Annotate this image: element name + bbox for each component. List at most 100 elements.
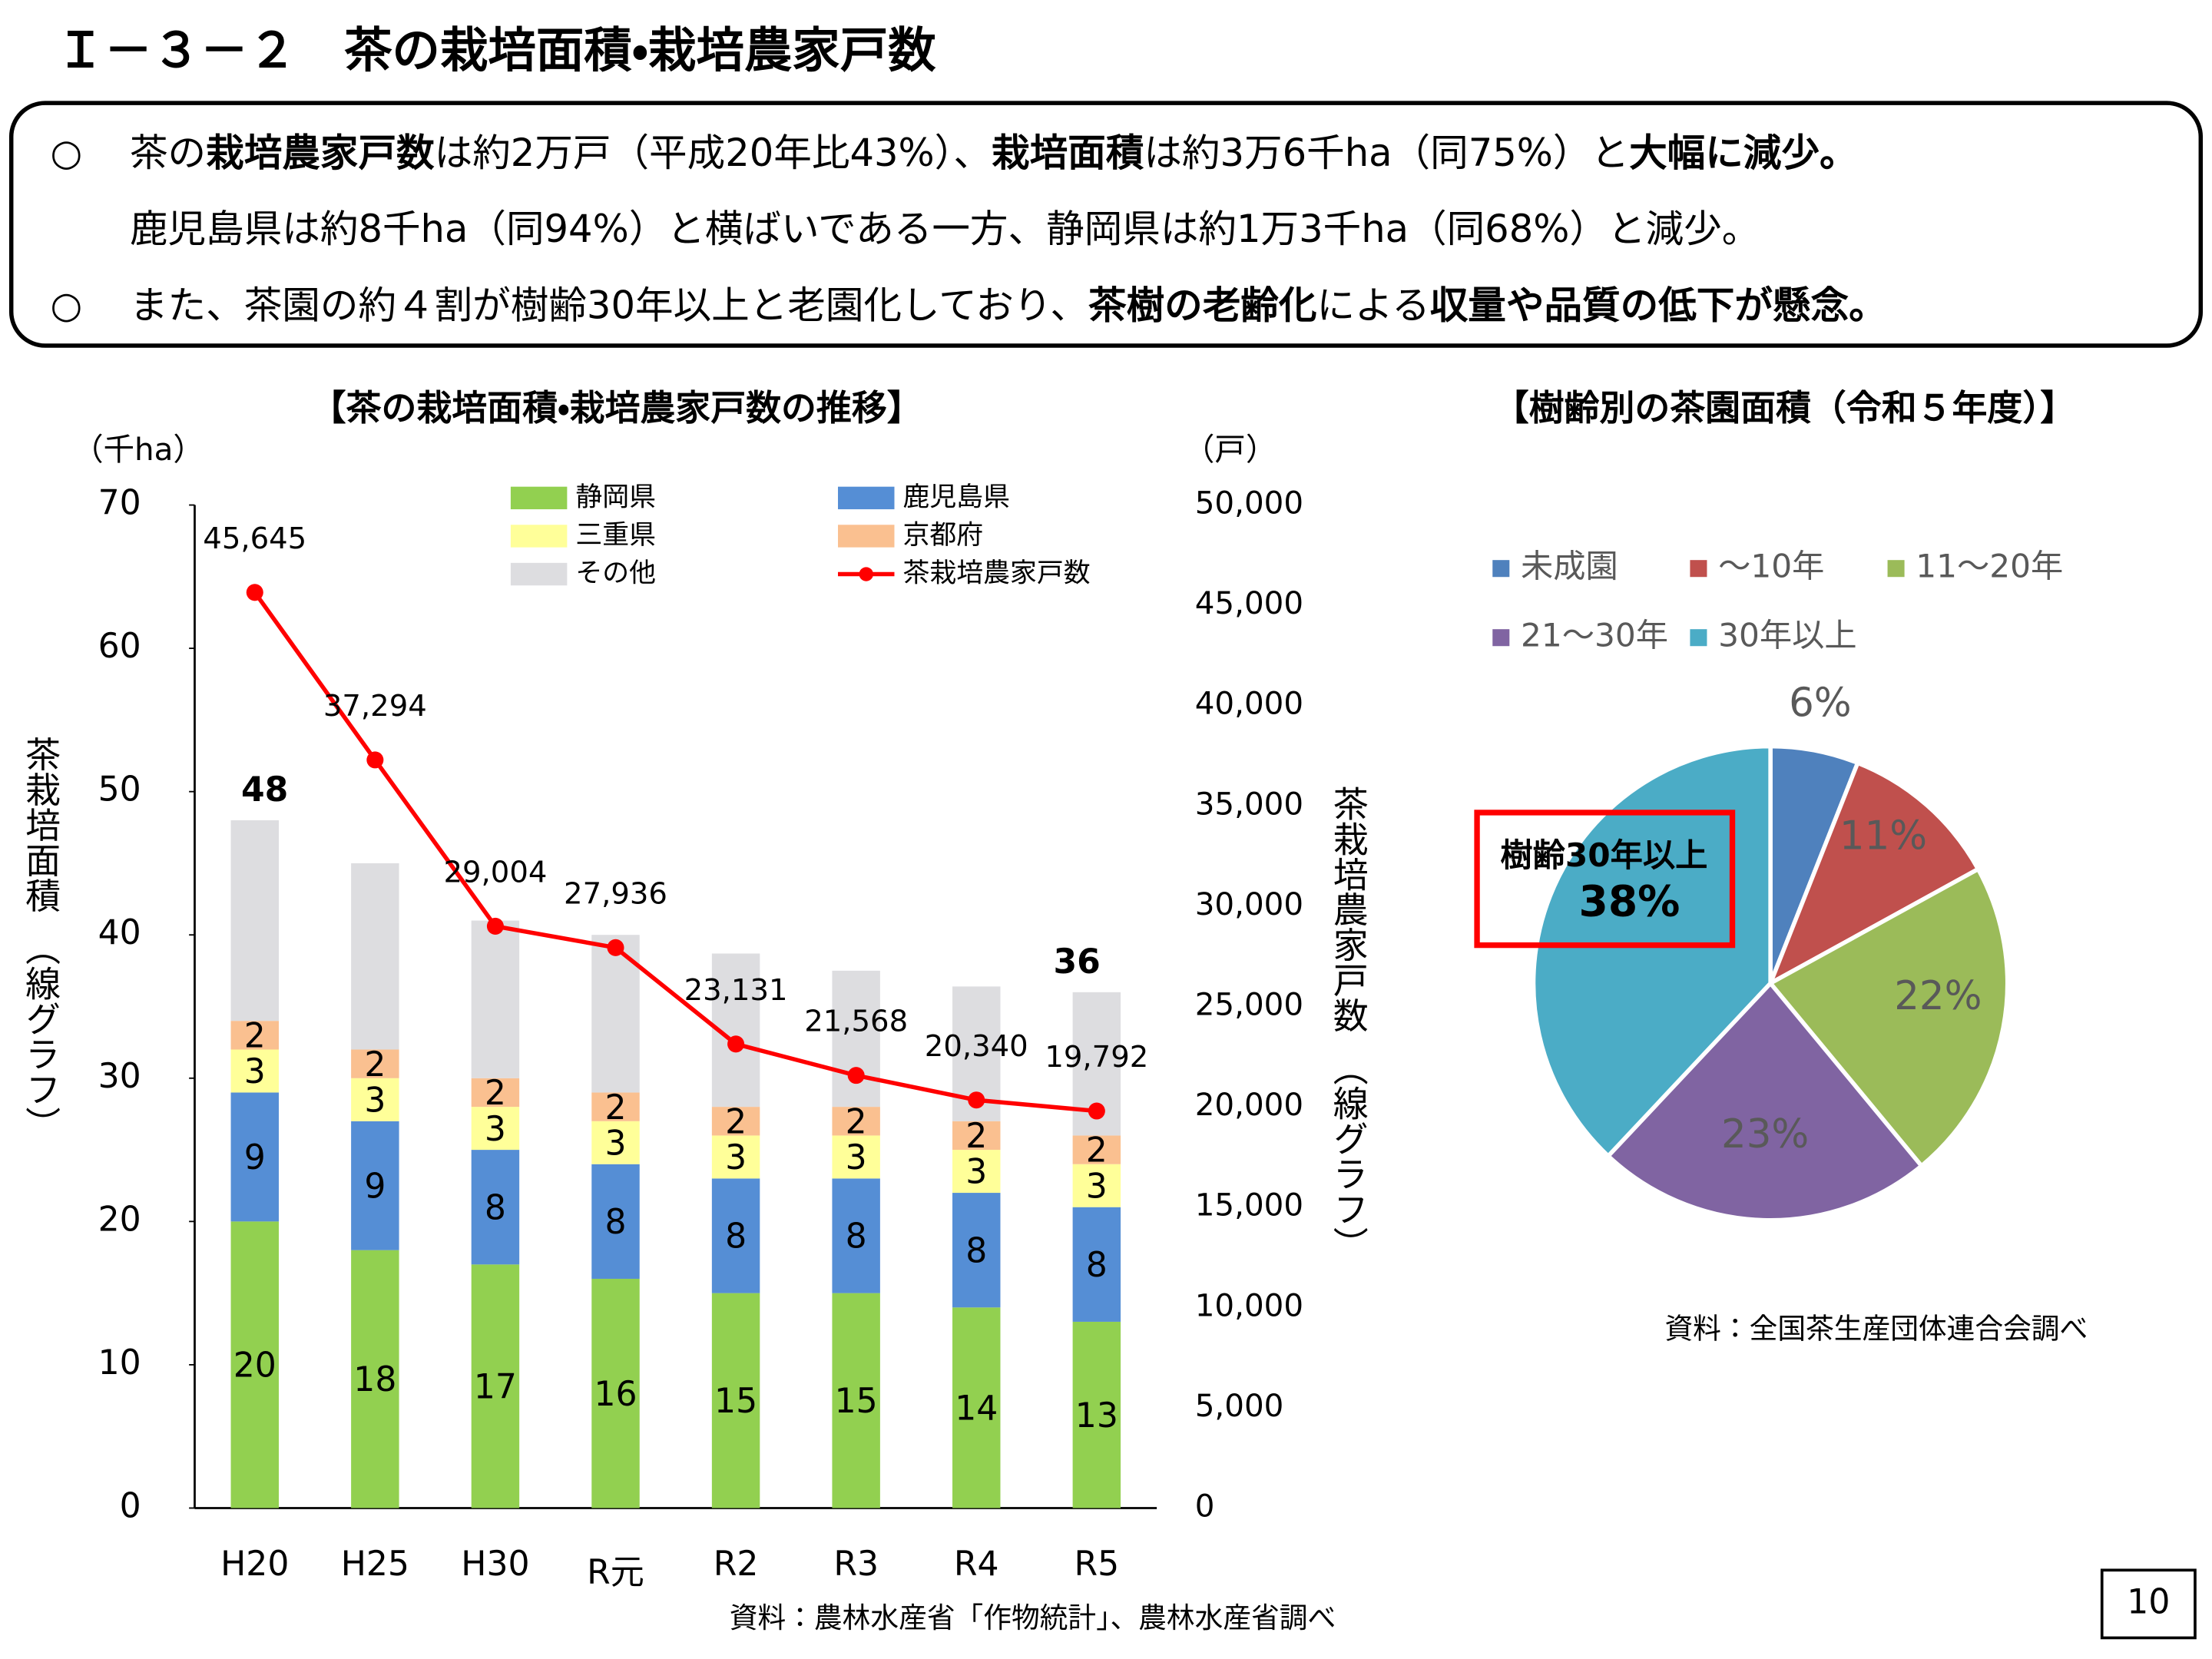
legend-marker [859, 567, 873, 581]
bar-segment [230, 1021, 279, 1050]
text: による [1316, 283, 1429, 327]
x-tick-label: H25 [341, 1545, 409, 1584]
value-label: 2 [846, 1102, 867, 1141]
legend-swatch [1492, 629, 1510, 647]
y-tick-label: 50 [98, 770, 141, 810]
legend-label: その他 [575, 558, 656, 589]
y2-tick-label: 15,000 [1195, 1187, 1303, 1224]
source-note: 資料：全国茶生産団体連合会調べ [1664, 1313, 2088, 1346]
value-label: 37,294 [323, 689, 427, 724]
value-label: 9 [244, 1138, 266, 1177]
bar-segment [471, 1264, 520, 1508]
value-label: 16 [594, 1375, 637, 1414]
callout-box [1474, 810, 1736, 949]
text: 鹿児島県は約8千ha（同94%）と横ばいである一方、静岡県は約1万3千ha（同6… [130, 207, 1760, 251]
legend-swatch [838, 486, 895, 510]
chart-title: 【茶の栽培面積・栽培農家戸数の推移】 [311, 387, 922, 429]
x-tick-label: H20 [220, 1545, 289, 1584]
value-label: 27,936 [564, 876, 667, 911]
text: は約2万戸（平成20年比43%）、 [435, 131, 992, 175]
bar-segment [230, 1221, 279, 1508]
y2-axis-label: 茶栽培農家戸数 （線グラフ） [1328, 786, 1369, 1262]
bar-segment [471, 1078, 520, 1108]
legend-label: 鹿児島県 [903, 482, 1011, 512]
y-axis-label: 茶栽培面積 （線グラフ） [20, 737, 61, 1142]
value-label: 19,792 [1045, 1040, 1148, 1075]
bold-text: 茶樹の老齢化 [1088, 283, 1316, 327]
value-label: 15 [835, 1382, 878, 1421]
bar-segment [591, 1121, 640, 1164]
bar-chart: 【茶の栽培面積・栽培農家戸数の推移】 （千ha） （戸） 茶栽培面積 （線グラフ… [20, 387, 1369, 1634]
bar-segment [591, 1164, 640, 1279]
pie-slice [1767, 866, 2010, 1169]
line-point [968, 1091, 985, 1109]
y-tick-label: 40 [98, 913, 141, 952]
bar-segment [1072, 1164, 1121, 1207]
legend-swatch [510, 525, 568, 548]
bar-segment [1072, 1321, 1121, 1508]
bar-segment [832, 1178, 880, 1293]
y-tick-label: 60 [98, 627, 141, 666]
y2-tick-label: 25,000 [1195, 986, 1303, 1023]
value-label: 3 [965, 1153, 987, 1192]
value-label: 18 [353, 1360, 396, 1399]
value-label: 8 [604, 1203, 626, 1242]
bar-segment [1072, 1207, 1121, 1322]
pie-slice [1766, 760, 1982, 988]
value-label: 21,568 [804, 1005, 908, 1039]
bar-segment [711, 1107, 760, 1136]
value-label: 20 [233, 1346, 276, 1386]
text: 茶の [130, 131, 206, 175]
bar-segment [591, 1278, 640, 1508]
summary: ○ 茶の栽培農家戸数は約2万戸（平成20年比43%）、栽培面積は約3万6千ha（同… [50, 131, 1886, 327]
value-label: 2 [965, 1117, 987, 1156]
bar-segment [351, 1049, 399, 1078]
value-label: 3 [846, 1138, 867, 1177]
value-label: 17 [474, 1368, 517, 1407]
legend-swatch [1690, 629, 1707, 647]
source-note: 資料：農林水産省「作物統計」、農林水産省調べ [730, 1601, 1336, 1634]
value-label: 8 [485, 1188, 506, 1227]
bullet: ○ [50, 132, 82, 174]
line-point [486, 917, 504, 935]
bar-segment [351, 1078, 399, 1121]
x-tick-label: R2 [714, 1545, 759, 1584]
legend-label: ～10年 [1718, 548, 1824, 585]
pie-slice [1531, 743, 1773, 1160]
y2-tick-label: 0 [1195, 1487, 1215, 1524]
value-label: 3 [1086, 1167, 1108, 1206]
bar-segment [952, 1121, 1001, 1151]
bar-segment [832, 1135, 880, 1179]
line-point [607, 939, 624, 956]
x-tick-label: H30 [461, 1545, 529, 1584]
bullet: ○ [50, 284, 82, 326]
y-tick-label: 0 [120, 1486, 141, 1525]
line-point [246, 584, 263, 601]
bar-segment [351, 1121, 399, 1250]
y2-tick-label: 20,000 [1195, 1086, 1303, 1123]
bar-segment [471, 1107, 520, 1151]
y-tick-label: 70 [98, 484, 141, 523]
value-label: 8 [725, 1217, 747, 1257]
bold-text: 栽培面積 [992, 131, 1144, 175]
x-tick-label: R5 [1074, 1545, 1119, 1584]
value-label: 20,340 [925, 1029, 1028, 1064]
legend-swatch [1492, 560, 1510, 578]
value-label: 22% [1894, 973, 1982, 1019]
line-point [1088, 1102, 1105, 1120]
value-label: 15 [714, 1382, 757, 1421]
legend-swatch [1887, 560, 1905, 578]
bar-segment [471, 1150, 520, 1265]
bar-segment [1072, 1135, 1121, 1164]
page-number-box [2100, 1568, 2197, 1640]
bar-segment [952, 1193, 1001, 1308]
chart-title: 【樹齢別の茶園面積（令和５年度）】 [1494, 387, 2075, 429]
x-tick-label: R3 [833, 1545, 879, 1584]
page-number: 10 [2127, 1582, 2170, 1621]
value-label: 11% [1839, 813, 1927, 859]
bold-text: 栽培農家戸数 [206, 131, 435, 175]
line-point [847, 1067, 865, 1084]
y-tick-label: 10 [98, 1343, 141, 1382]
bar-segment [711, 1293, 760, 1508]
